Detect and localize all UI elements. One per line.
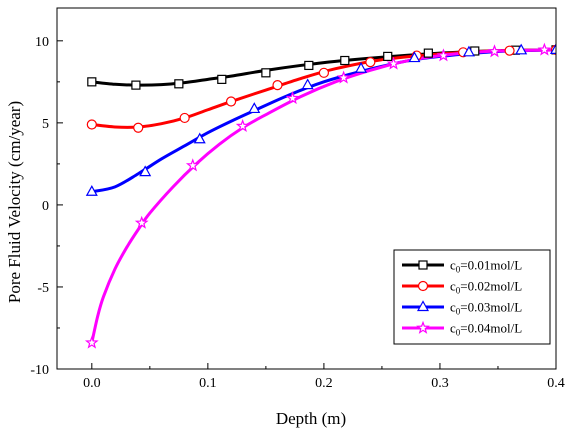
x-tick-label: 0.4 (547, 376, 565, 391)
x-tick-label: 0.3 (431, 376, 449, 391)
series-4-marker (386, 56, 401, 70)
series-3-marker (248, 102, 261, 114)
series-3-marker (408, 51, 421, 63)
series-2-marker (86, 119, 97, 130)
series-1-marker (261, 68, 271, 78)
x-tick-label: 0.1 (199, 376, 217, 391)
series-3-marker (515, 43, 528, 55)
series-3-marker (193, 132, 206, 144)
series-4-marker (336, 70, 351, 84)
series-3-marker (85, 185, 98, 196)
y-tick-label: -5 (37, 281, 49, 296)
series-line-1 (90, 48, 556, 87)
legend: c0=0.01mol/L c0=0.02mol/L c0=0.03mol/L c0=0… (393, 249, 551, 345)
series-1-marker (217, 74, 227, 84)
series-1-marker (174, 79, 184, 89)
series-1-marker (423, 48, 433, 58)
y-tick-label: 10 (35, 35, 49, 50)
series-3-marker (301, 78, 314, 90)
series-4-marker (185, 158, 200, 172)
plot-area (84, 42, 556, 349)
series-3-marker (139, 165, 152, 177)
plot-frame (56, 7, 557, 370)
series-1-marker (340, 55, 350, 66)
series-3-marker (355, 61, 368, 73)
series-2-marker (365, 57, 376, 68)
series-4-marker (134, 215, 149, 229)
legend-label-1: c0=0.01mol/L (450, 258, 522, 275)
legend-marker-3 (416, 300, 430, 312)
legend-marker-4 (416, 320, 430, 334)
series-1-marker (87, 77, 97, 87)
series-4-marker (487, 44, 502, 58)
series-2-marker (225, 96, 237, 107)
series-1-marker (131, 80, 141, 90)
series-4-marker (285, 91, 300, 105)
legend-label-4: c0=0.04mol/L (450, 321, 522, 338)
series-4-marker (235, 118, 250, 132)
series-2-marker (318, 67, 330, 78)
x-tick-label: 0.0 (83, 376, 101, 391)
series-4-marker (537, 42, 552, 56)
y-axis-title: Pore Fluid Velocity (cm/year) (5, 101, 24, 303)
axes: 0.0 0.1 0.2 0.3 0.4 -10 -5 0 5 10 (30, 7, 565, 391)
series-4-marker (84, 335, 99, 349)
series-1-marker (304, 60, 314, 71)
y-tick-label: 0 (42, 199, 49, 214)
series-2-marker (272, 80, 283, 91)
legend-label-3: c0=0.03mol/L (450, 300, 522, 317)
series-4-marker (436, 48, 451, 62)
series-2-marker (504, 45, 515, 56)
legend-marker-1 (418, 260, 428, 270)
series-3-marker (462, 45, 475, 57)
y-tick-label: 5 (42, 117, 49, 132)
series-3-marker (549, 43, 556, 54)
series-2-marker (179, 112, 190, 124)
x-axis-title: Depth (m) (276, 409, 346, 428)
series-2-marker (133, 122, 144, 133)
series-line-4 (90, 48, 556, 345)
legend-label-2: c0=0.02mol/L (450, 279, 522, 296)
y-tick-label: -10 (30, 363, 49, 378)
series-1-marker (383, 51, 393, 62)
x-tick-label: 0.2 (315, 376, 333, 391)
legend-marker-2 (417, 280, 429, 292)
